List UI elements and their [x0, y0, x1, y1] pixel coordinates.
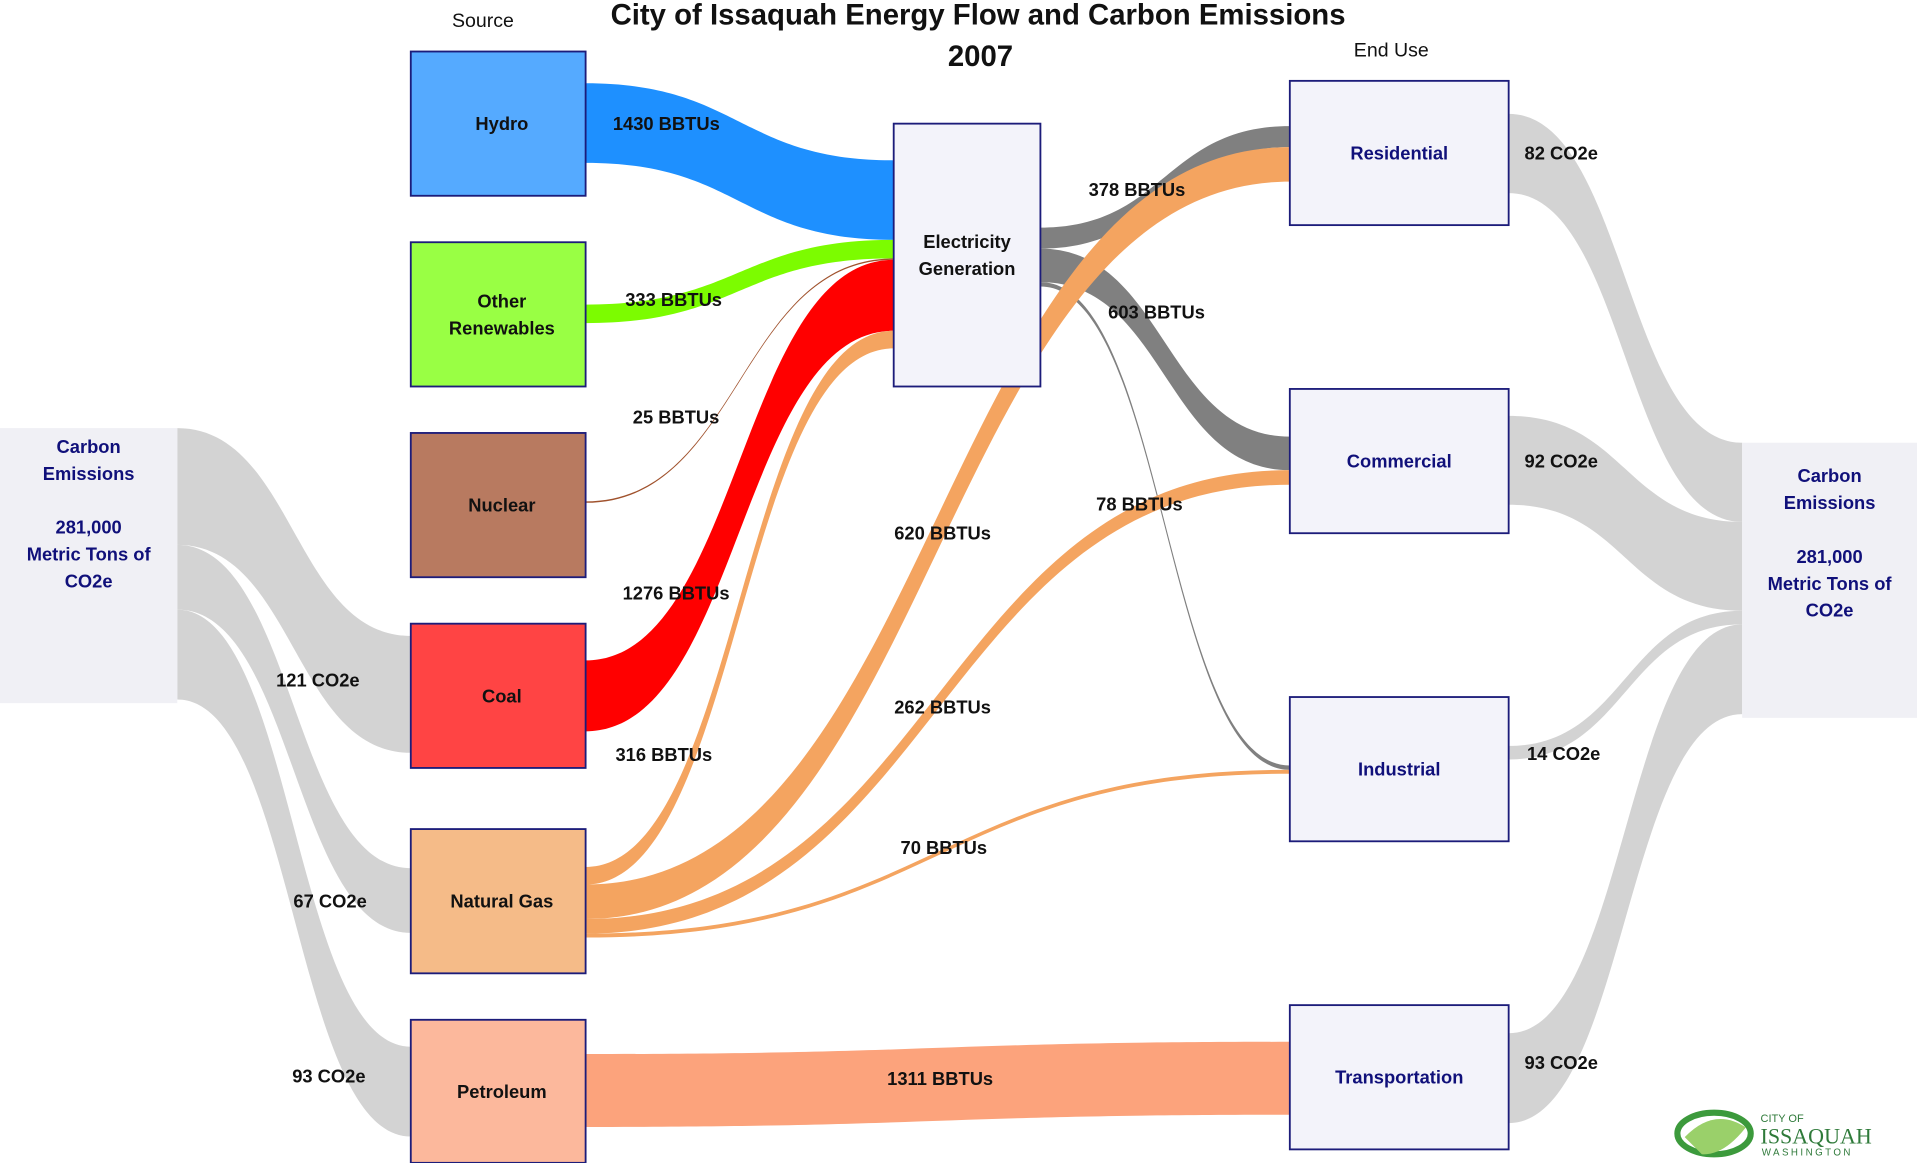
node-label: Residential: [1350, 142, 1448, 163]
flow-layer: [585, 83, 1290, 1127]
node-label: Other: [477, 290, 526, 311]
logo-text: WASHINGTON: [1762, 1148, 1853, 1159]
node: [1288, 1004, 1510, 1151]
energy-flow: [585, 330, 894, 885]
flow-label: 262 BBTUs: [894, 696, 991, 717]
node: [409, 1018, 587, 1163]
node: [409, 622, 587, 769]
title-year: 2007: [948, 40, 1013, 73]
text-layer: City of Issaquah Energy Flow and Carbon …: [27, 0, 1893, 1102]
carbon-node-total: CO2e: [1806, 600, 1854, 621]
flow-label: 620 BBTUs: [894, 523, 991, 544]
carbon-node-label: Emissions: [1784, 492, 1876, 513]
flow-label: 70 BBTUs: [901, 837, 988, 858]
node: [409, 828, 587, 975]
node-label: Hydro: [475, 113, 528, 134]
node: [1288, 696, 1510, 843]
carbon-flow: [1508, 415, 1743, 611]
energy-flow: [585, 259, 894, 732]
node-label: Transportation: [1335, 1067, 1463, 1088]
node-layer: [0, 50, 1917, 1163]
node-label: Industrial: [1358, 759, 1441, 780]
carbon-flow: [177, 428, 411, 753]
logo-swoosh: [1674, 1109, 1754, 1158]
carbon-node: [0, 428, 178, 704]
carbon-layer: [177, 113, 1743, 1137]
carbon-node-total: CO2e: [65, 570, 113, 591]
node: [409, 50, 587, 197]
carbon-flow-label: 67 CO2e: [293, 891, 366, 912]
flow-label: 1276 BBTUs: [623, 583, 730, 604]
node-label: Petroleum: [457, 1081, 547, 1102]
node-label: Electricity: [923, 231, 1011, 252]
energy-flow: [585, 769, 1290, 938]
carbon-flow-label: 92 CO2e: [1525, 451, 1598, 472]
flow-label: 1311 BBTUs: [887, 1068, 993, 1089]
carbon-node-total: Metric Tons of: [27, 543, 152, 564]
node: [892, 122, 1042, 388]
flow-label: 378 BBTUs: [1089, 179, 1186, 200]
node: [409, 432, 587, 579]
flow-label: 25 BBTUs: [633, 407, 720, 428]
carbon-node-total: 281,000: [56, 517, 122, 538]
logo-text: ISSAQUAH: [1761, 1123, 1872, 1148]
energy-flow: [585, 147, 1290, 920]
node-label: Generation: [919, 258, 1016, 279]
carbon-flow: [1508, 113, 1743, 522]
carbon-node-label: Emissions: [43, 463, 135, 484]
carbon-flow-label: 14 CO2e: [1527, 743, 1600, 764]
carbon-flow: [177, 544, 411, 933]
node-label: Commercial: [1347, 451, 1452, 472]
flow-label: 603 BBTUs: [1108, 301, 1205, 322]
heading: Source: [452, 10, 514, 32]
carbon-flow-label: 121 CO2e: [276, 669, 360, 690]
flow-label: 1430 BBTUs: [613, 113, 720, 134]
energy-flow: [585, 1041, 1290, 1127]
carbon-flow-label: 93 CO2e: [1525, 1052, 1598, 1073]
energy-flow: [585, 83, 894, 240]
title: City of Issaquah Energy Flow and Carbon …: [611, 0, 1346, 31]
energy-flow: [585, 239, 894, 324]
carbon-flow-label: 82 CO2e: [1525, 142, 1598, 163]
flow-label: 316 BBTUs: [615, 744, 712, 765]
carbon-node-total: 281,000: [1796, 546, 1862, 567]
carbon-flow: [1508, 624, 1743, 1124]
carbon-flow: [1508, 610, 1743, 760]
energy-flow: [1040, 282, 1290, 770]
flow-label: 333 BBTUs: [625, 289, 722, 310]
energy-flow: [1040, 248, 1290, 471]
logo: CITY OF ISSAQUAH WASHINGTON: [1674, 1109, 1872, 1159]
carbon-node-label: Carbon: [1798, 465, 1862, 486]
heading: End Use: [1354, 39, 1429, 61]
carbon-flow-label: 93 CO2e: [292, 1066, 365, 1087]
node: [409, 241, 587, 388]
node-label: Natural Gas: [450, 891, 553, 912]
logo-fish: [1684, 1118, 1746, 1155]
carbon-flow: [177, 609, 411, 1137]
flow-label: 78 BBTUs: [1096, 493, 1183, 514]
energy-flow: [585, 258, 894, 503]
carbon-node-total: Metric Tons of: [1768, 573, 1893, 594]
node: [1288, 79, 1510, 227]
carbon-node: [1742, 442, 1917, 718]
node: [1288, 388, 1510, 535]
node-label: Renewables: [449, 317, 555, 338]
node-label: Nuclear: [468, 495, 535, 516]
logo-text: CITY OF: [1761, 1113, 1804, 1125]
node-label: Coal: [482, 685, 522, 706]
energy-flow: [585, 470, 1290, 934]
carbon-node-label: Carbon: [57, 436, 121, 457]
